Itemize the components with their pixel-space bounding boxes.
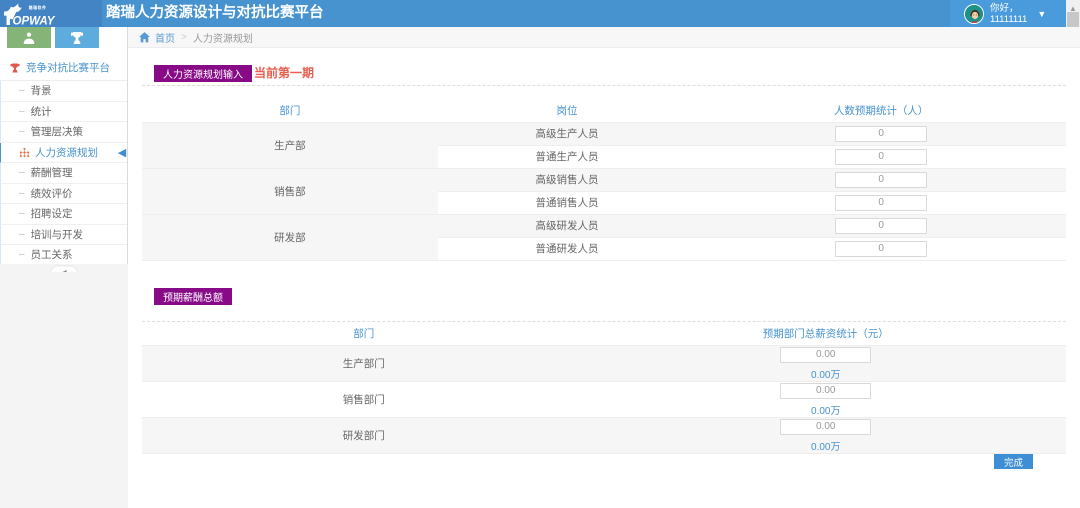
- svg-text:踏瑞软件: 踏瑞软件: [29, 5, 47, 10]
- svg-text:OPWAY: OPWAY: [13, 16, 56, 27]
